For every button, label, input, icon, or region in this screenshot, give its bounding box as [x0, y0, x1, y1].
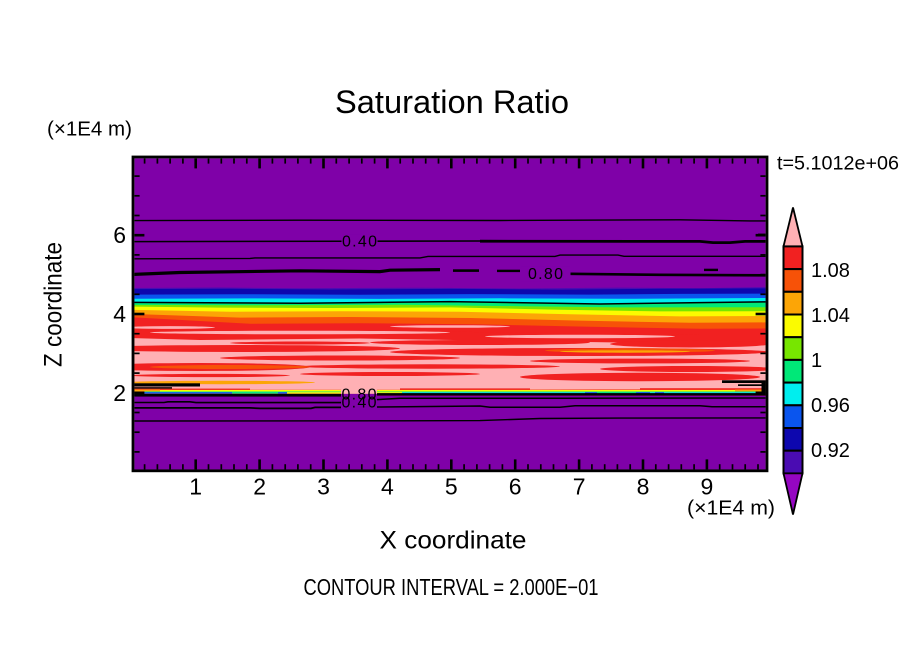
- svg-text:Saturation Ratio: Saturation Ratio: [335, 84, 569, 120]
- svg-text:3: 3: [317, 473, 330, 499]
- svg-text:1.04: 1.04: [811, 305, 850, 327]
- svg-text:0.80: 0.80: [528, 266, 563, 283]
- svg-text:2: 2: [253, 473, 266, 499]
- svg-text:X coordinate: X coordinate: [380, 526, 527, 554]
- svg-text:t=5.1012e+06: t=5.1012e+06: [777, 154, 899, 175]
- svg-text:(×1E4 m): (×1E4 m): [47, 119, 132, 141]
- svg-text:4: 4: [113, 301, 126, 327]
- svg-text:0.80: 0.80: [342, 387, 377, 404]
- svg-text:6: 6: [509, 473, 522, 499]
- svg-text:1: 1: [811, 350, 822, 372]
- svg-text:0.92: 0.92: [811, 440, 850, 462]
- svg-text:CONTOUR INTERVAL = 2.000E−01: CONTOUR INTERVAL = 2.000E−01: [304, 574, 599, 600]
- svg-text:0.40: 0.40: [342, 395, 377, 412]
- svg-text:7: 7: [573, 473, 586, 499]
- svg-text:0.96: 0.96: [811, 395, 850, 417]
- svg-text:8: 8: [637, 473, 650, 499]
- svg-text:0.40: 0.40: [342, 234, 377, 251]
- svg-text:Z coordinate: Z coordinate: [40, 242, 68, 367]
- svg-text:2: 2: [113, 380, 126, 406]
- svg-text:9: 9: [701, 473, 714, 499]
- svg-text:1: 1: [189, 473, 202, 499]
- svg-text:1.08: 1.08: [811, 260, 850, 282]
- svg-text:6: 6: [113, 222, 126, 248]
- svg-text:(×1E4 m): (×1E4 m): [687, 498, 775, 520]
- svg-text:5: 5: [445, 473, 458, 499]
- svg-text:4: 4: [381, 473, 394, 499]
